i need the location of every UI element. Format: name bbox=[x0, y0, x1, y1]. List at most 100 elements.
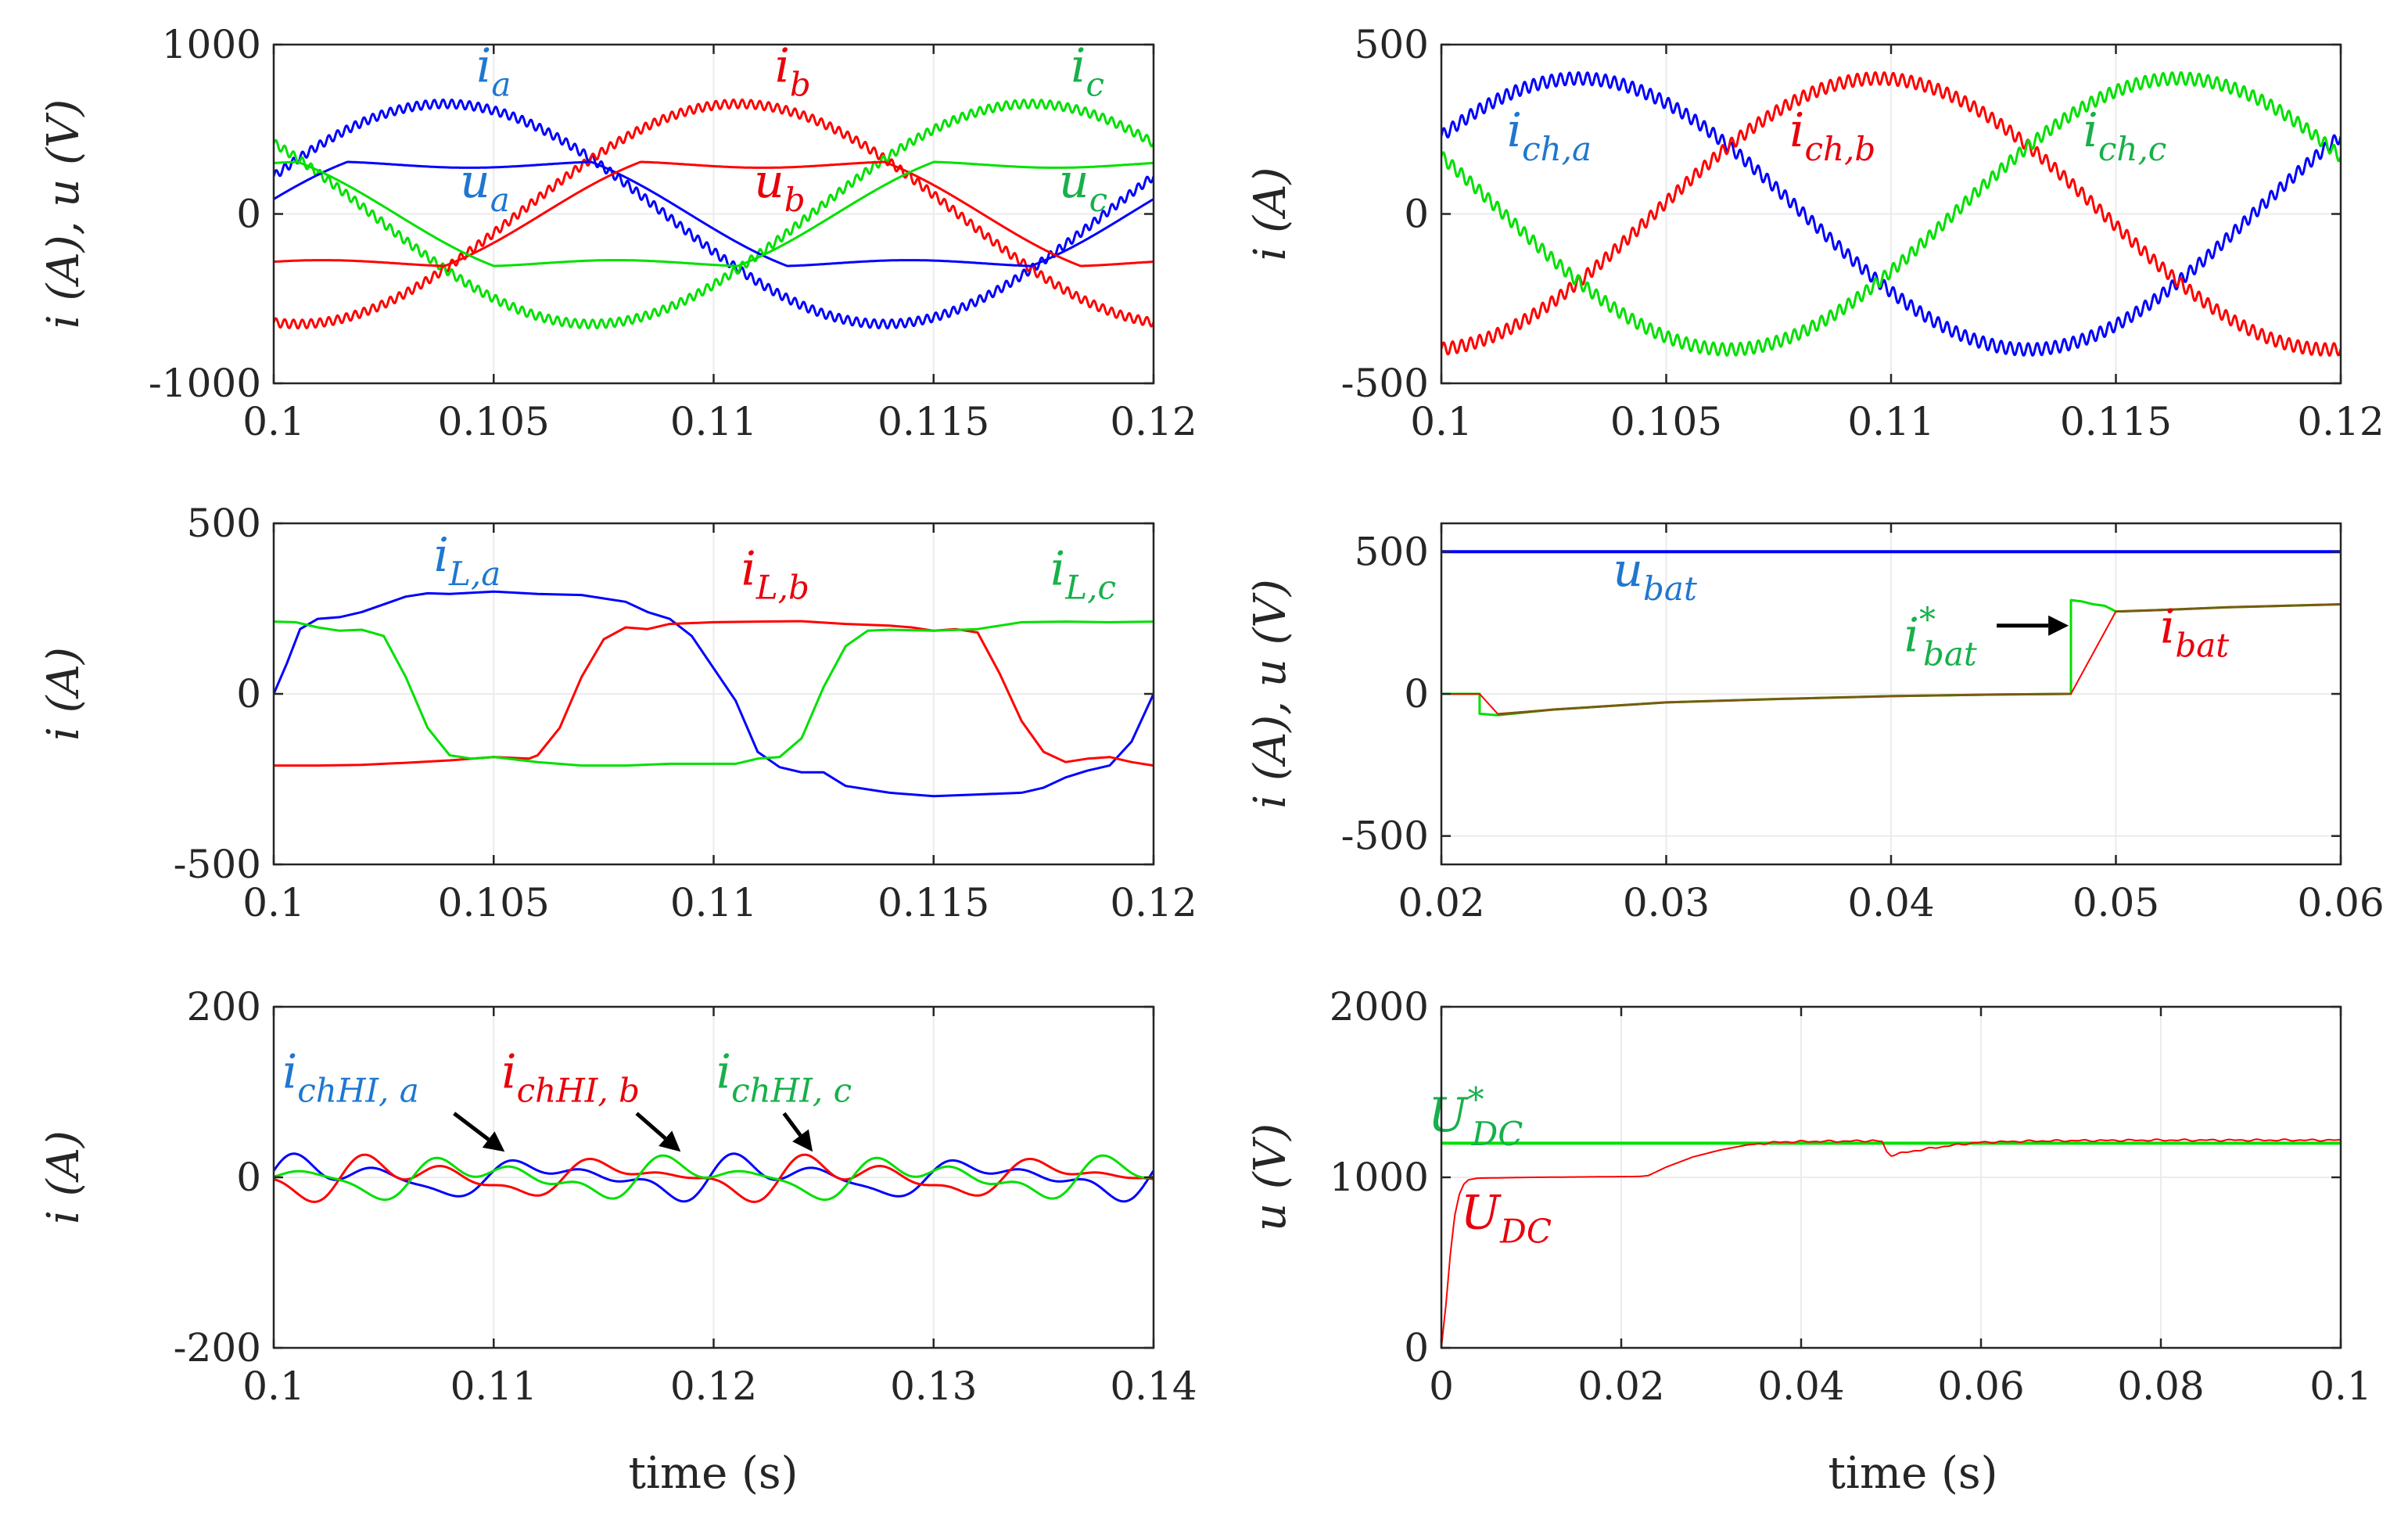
x-tick-label: 0.06 bbox=[2297, 880, 2384, 925]
series-i_c bbox=[274, 98, 1154, 330]
arrow bbox=[782, 1112, 813, 1152]
x-tick-label: 0.105 bbox=[1610, 399, 1722, 444]
x-tick-label: 0.13 bbox=[890, 1364, 977, 1409]
x-tick-label: 0.105 bbox=[438, 399, 550, 444]
series-label: ichHI, b bbox=[501, 1045, 640, 1110]
x-tick-label: 0.11 bbox=[450, 1364, 537, 1409]
series-label: ic bbox=[1071, 39, 1104, 104]
y-tick-label: 2000 bbox=[1330, 984, 1429, 1029]
y-axis-label: i (A), u (V) bbox=[1245, 579, 1296, 808]
series-label: iL,c bbox=[1050, 541, 1116, 606]
y-tick-label: -1000 bbox=[149, 361, 261, 406]
y-axis-label: i (A) bbox=[38, 647, 89, 741]
arrow bbox=[1997, 615, 2069, 636]
panels: ia ib ic ua ub uc 0.1 0.105 0.11 0.115 0.12 -1000 0 1… bbox=[38, 22, 2385, 1409]
chart-panel-grid-currents-voltages: ia ib ic ua ub uc 0.1 0.105 0.11 0.115 0.12 -1000 0 1… bbox=[38, 22, 1197, 444]
arrow-head bbox=[482, 1131, 505, 1152]
chart-panel-dc-link: U* DC UDC 0 0.02 0.04 0.06 0.08 0.1 0 1000 2000 u (V… bbox=[1245, 984, 2372, 1409]
y-tick-label: 0 bbox=[236, 1155, 261, 1200]
chart-panel-battery: ubat i* bat ibat 0.02 0.03 0.04 0.05 0.06 -500 0 50… bbox=[1245, 522, 2385, 925]
y-tick-label: 500 bbox=[1355, 22, 1429, 67]
series-label: iL,b bbox=[741, 541, 809, 606]
series-group bbox=[274, 590, 1154, 798]
x-tick-label: 0.12 bbox=[1110, 399, 1197, 444]
x-tick-label: 0 bbox=[1429, 1364, 1454, 1409]
series-label: ibat bbox=[2160, 600, 2229, 665]
x-tick-label: 0.11 bbox=[670, 880, 757, 925]
x-tick-label: 0.115 bbox=[877, 880, 989, 925]
y-tick-label: -500 bbox=[1341, 814, 1429, 859]
x-tick-label: 0.04 bbox=[1847, 880, 1934, 925]
y-axis-label: i (A) bbox=[1245, 167, 1296, 261]
x-tick-label: 0.02 bbox=[1577, 1364, 1664, 1409]
series-label: ia bbox=[476, 39, 511, 104]
x-tick-label: 0.12 bbox=[2297, 399, 2384, 444]
chart-panel-load-currents: iL,a iL,b iL,c 0.1 0.105 0.11 0.115 0.12 -500 0 50… bbox=[38, 501, 1197, 925]
series-label: U* DC bbox=[1428, 1080, 1523, 1153]
y-tick-label: 1000 bbox=[1330, 1155, 1429, 1200]
series-i_b bbox=[274, 98, 1154, 330]
series-i_L,a bbox=[274, 590, 1154, 798]
chart-panel-harmonic-injection: ichHI, a ichHI, b ichHI, c 0.1 0.11 0.12 0.13 0… bbox=[38, 984, 1197, 1409]
series-U_DC bbox=[1441, 1138, 2341, 1348]
series-label: ich,b bbox=[1789, 103, 1875, 168]
arrow bbox=[453, 1112, 505, 1152]
x-tick-label: 0.115 bbox=[877, 399, 989, 444]
series-label: ichHI, c bbox=[716, 1045, 852, 1110]
series-i_bat-overlay bbox=[1497, 692, 2069, 716]
x-tick-label: 0.12 bbox=[670, 1364, 757, 1409]
series-i_chHI,b bbox=[274, 1153, 1154, 1203]
arrow-shaft bbox=[782, 1112, 802, 1137]
arrow-shaft bbox=[453, 1112, 490, 1141]
series-label: iL,a bbox=[434, 528, 501, 593]
y-tick-label: -500 bbox=[1341, 361, 1429, 406]
x-tick-label: 0.03 bbox=[1623, 880, 1710, 925]
y-tick-label: 0 bbox=[1404, 1325, 1429, 1371]
x-tick-label: 0.1 bbox=[2309, 1364, 2372, 1409]
x-tick-label: 0.05 bbox=[2072, 880, 2159, 925]
series-label: ichHI, a bbox=[282, 1045, 419, 1110]
arrow-head bbox=[2048, 615, 2069, 636]
arrow bbox=[635, 1112, 681, 1152]
series-group bbox=[274, 1152, 1154, 1203]
x-tick-label: 0.12 bbox=[1110, 880, 1197, 925]
x-tick-label: 0.02 bbox=[1398, 880, 1484, 925]
series-label: ua bbox=[460, 154, 510, 219]
y-axis-label: u (V) bbox=[1245, 1123, 1296, 1231]
x-tick-label: 0.1 bbox=[242, 1364, 305, 1409]
x-axis-label-right: time (s) bbox=[1828, 1448, 1998, 1499]
series-i_a bbox=[274, 98, 1154, 330]
x-tick-label: 0.06 bbox=[1937, 1364, 2024, 1409]
y-axis-label: i (A) bbox=[38, 1130, 89, 1224]
series-group bbox=[1441, 71, 2341, 357]
x-tick-label: 0.08 bbox=[2117, 1364, 2204, 1409]
arrow-head bbox=[792, 1129, 813, 1152]
series-i_L,c bbox=[274, 620, 1154, 767]
arrow-head bbox=[659, 1130, 681, 1152]
series-i_bat-overlay2 bbox=[2120, 603, 2341, 613]
series-label: uc bbox=[1059, 154, 1107, 219]
x-tick-label: 0.04 bbox=[1757, 1364, 1844, 1409]
x-tick-label: 0.1 bbox=[1410, 399, 1473, 444]
series-label: ich,a bbox=[1507, 103, 1592, 168]
series-label: UDC bbox=[1461, 1185, 1552, 1250]
arrow-shaft bbox=[635, 1112, 667, 1141]
series-i_chHI,a bbox=[274, 1152, 1154, 1203]
x-tick-label: 0.14 bbox=[1110, 1364, 1197, 1409]
series-u_b bbox=[274, 160, 1154, 268]
series-u_a bbox=[274, 160, 1154, 268]
y-axis-label: i (A), u (V) bbox=[38, 99, 89, 329]
series-group bbox=[1441, 550, 2341, 717]
y-tick-label: -200 bbox=[174, 1325, 261, 1371]
series-label: ich,c bbox=[2083, 103, 2167, 168]
y-tick-label: 0 bbox=[236, 192, 261, 237]
series-i_ch,b bbox=[1441, 71, 2341, 357]
x-axis-label-left: time (s) bbox=[629, 1448, 798, 1499]
y-tick-label: 0 bbox=[1404, 671, 1429, 717]
series-label: ub bbox=[754, 154, 806, 219]
series-group bbox=[1441, 1138, 2341, 1348]
y-tick-label: 500 bbox=[1355, 529, 1429, 574]
series-i_ch,a bbox=[1441, 71, 2341, 357]
series-u_c bbox=[274, 160, 1154, 268]
